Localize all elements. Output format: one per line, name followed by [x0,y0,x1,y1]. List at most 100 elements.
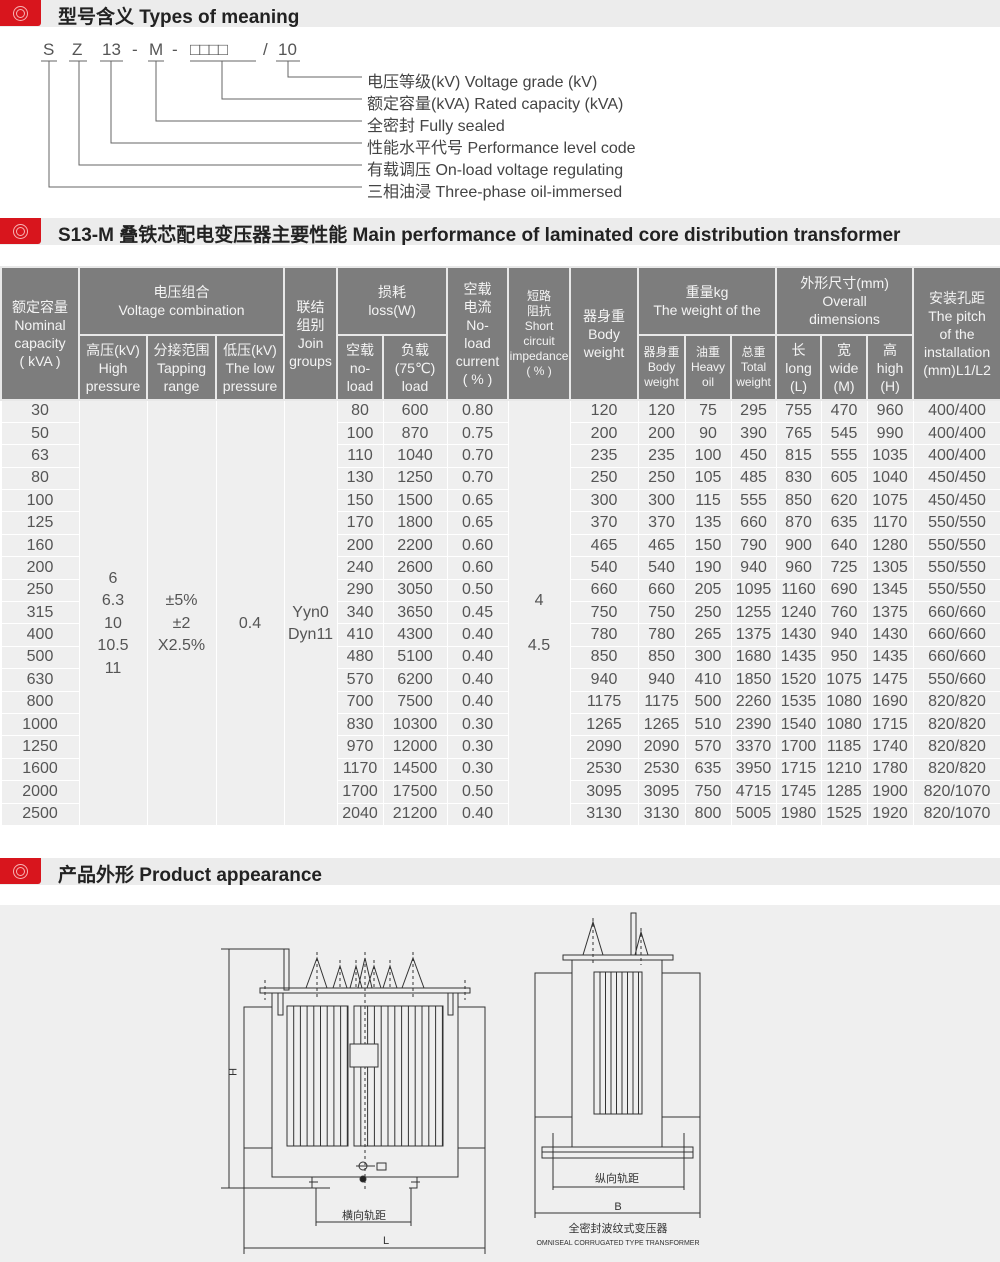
header-line: weight [583,343,625,360]
join-cell: Yyn0 Dyn11 [283,399,338,826]
header-voltage: 电压组合 Voltage combination [77,266,286,336]
header-line: Short [524,318,554,333]
cell: 370 [637,511,686,535]
cell: 660 [569,578,639,603]
cell: 400/400 [912,399,1000,423]
cell: 750 [684,780,732,804]
header-line: 外形尺寸(mm) [800,275,889,291]
header-wide: 宽 wide (M) [820,334,869,401]
cell: 265 [684,623,732,647]
cell: 760 [820,601,868,625]
header-line: 重量kg [685,284,729,300]
cell: 1500 [382,489,448,513]
cell: 1250 [382,466,448,491]
header-noload: 空载 no-load [336,334,385,401]
header-body: 器身重 Body weight [569,266,640,401]
cell: 1850 [730,668,777,692]
cell: 2500 [0,802,80,826]
header-line: 联结 [296,298,325,315]
tap-value: X2.5% [157,637,206,655]
header-line: Body [588,325,620,342]
caption-en: OMNISEAL CORRUGATED TYPE TRANSFORMER [536,1240,699,1247]
header-line: 低压(kV) [223,341,277,358]
cell: 1745 [775,780,822,804]
header-line: (mm)L1/L2 [923,361,991,378]
header-line: 电压组合 [153,284,210,300]
side-view-drawing [534,912,701,1218]
cell: 410 [684,668,732,692]
cell: 0.60 [446,533,509,558]
cell: 0.40 [446,802,509,826]
header-line: (L) [789,377,808,394]
cell: 400/400 [912,444,1000,468]
hv-value: 10 [104,614,122,632]
cell: 1210 [820,757,868,782]
header-line: current [455,352,500,369]
header-line: circuit [523,333,555,348]
header-line: (H) [880,377,900,394]
cell: 620 [820,489,868,513]
cell: 0.30 [446,712,509,737]
header-capacity: 额定容量 Nominal capacity( kVA ) [0,266,80,401]
hv-value: 11 [104,659,122,677]
cell: 0.40 [446,668,509,692]
header-loss: 损耗 loss(W) [336,266,449,336]
impedance-value: 4.5 [527,637,551,655]
cell: 250 [0,578,80,603]
cell: 1535 [775,690,822,714]
cell: 700 [336,690,384,714]
cell: 50 [0,421,80,446]
cell: 540 [637,556,686,580]
header-line: 高 [883,341,898,358]
header-line: weight [644,375,679,389]
cell: 750 [637,601,686,625]
header-oil: 油重 Heavy oil [684,334,733,401]
cell: 1175 [569,690,639,714]
header-body2: 器身重 Body weight [637,334,687,401]
target-icon [0,0,41,26]
header-line: ( % ) [526,363,552,378]
cell: 105 [684,466,732,491]
target-icon [0,218,41,244]
cell: 120 [637,399,686,423]
header-line: Overall [822,293,867,309]
cell: 1375 [866,601,914,625]
cell: 1375 [730,623,777,647]
legend-voltage: 电压等级(kV) Voltage grade (kV) [367,74,598,91]
cell: 765 [775,421,822,446]
longitudinal-gauge-label: 纵向轨距 [595,1171,639,1185]
header-line: pressure [222,377,278,394]
cell: 940 [820,623,868,647]
header-line: 器身重 [643,345,680,359]
cell: 1430 [866,623,914,647]
cell: 1265 [637,712,686,737]
header-line: impedance [509,348,569,363]
header-line: 组别 [296,316,325,333]
cell: 950 [820,645,868,670]
legend-level: 性能水平代号 Performance level code [367,140,636,157]
cell: 1525 [820,802,868,826]
header-current: 空载 电流 No-load current( % ) [446,266,510,401]
cell: 1160 [775,578,822,603]
cell: 1700 [336,780,384,804]
cell: 0.50 [446,780,509,804]
cell: 12000 [382,735,448,759]
code-level: 13 [102,40,121,59]
header-line: load [401,377,429,394]
hv-value: 6.3 [101,592,125,610]
cell: 1980 [775,802,822,826]
table-row: 2000 1700 17500 0.50 3095 3095 750 4715 1745 1285… [0,780,1000,804]
cell: 1035 [866,444,914,468]
header-line: oil [702,375,715,389]
header-line: groups [289,352,332,369]
cell: 235 [637,444,686,468]
cell: 1075 [866,489,914,513]
cell: 0.75 [446,421,509,446]
target-icon [0,858,41,884]
cell: 0.70 [446,444,509,468]
cell: 1700 [775,735,822,759]
cell: 0.40 [446,645,509,670]
header-line: Total [740,360,767,374]
header-line: high [876,359,904,376]
cell: 450/450 [912,489,1000,513]
